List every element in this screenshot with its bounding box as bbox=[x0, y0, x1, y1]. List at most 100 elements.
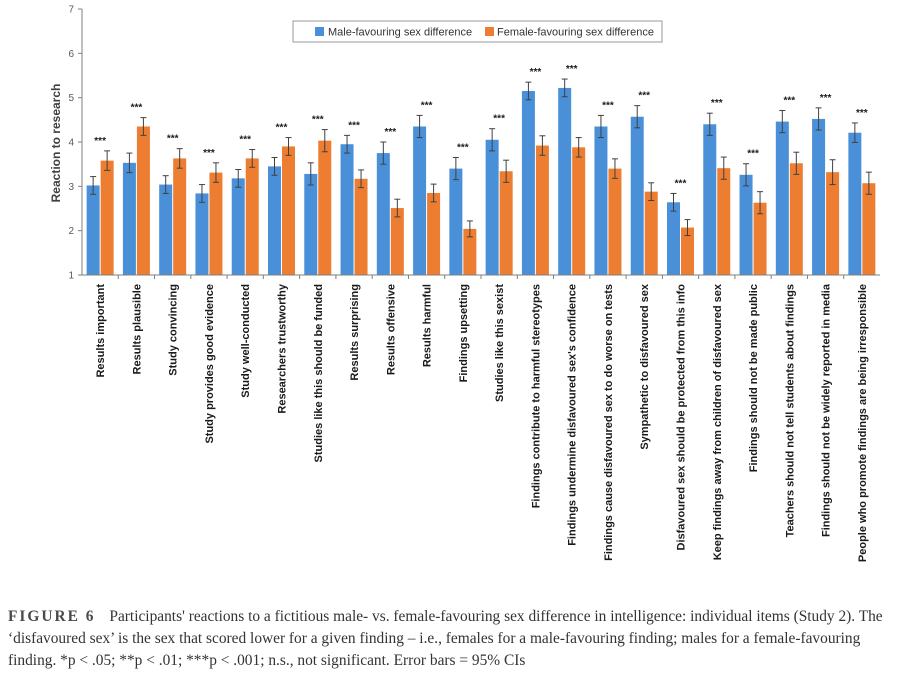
x-tick-label: Results important bbox=[95, 284, 107, 378]
bar-male-5 bbox=[268, 166, 281, 275]
significance-label: *** bbox=[384, 127, 396, 138]
x-tick-label: Study convincing bbox=[168, 284, 180, 376]
caption-label: FIGURE 6 bbox=[8, 608, 96, 625]
bar-male-4 bbox=[231, 178, 245, 275]
bar-female-10 bbox=[463, 228, 477, 275]
bar-female-12 bbox=[535, 145, 549, 275]
bar-female-2 bbox=[173, 158, 187, 275]
significance-label: *** bbox=[348, 120, 360, 131]
bar-male-12 bbox=[521, 91, 535, 276]
significance-label: *** bbox=[457, 143, 469, 154]
bar-male-3 bbox=[195, 193, 209, 275]
x-tick-label: Findings cause disfavoured sex to do wor… bbox=[603, 284, 615, 561]
x-tick-label: Results harmful bbox=[422, 284, 434, 367]
x-tick-label: Researchers trustworthy bbox=[277, 283, 289, 413]
bar-female-1 bbox=[136, 126, 150, 275]
significance-label: *** bbox=[856, 108, 868, 119]
x-tick-label: Findings upsetting bbox=[458, 284, 470, 382]
bar-male-19 bbox=[775, 121, 789, 276]
x-tick-label: Results plausible bbox=[131, 284, 143, 374]
bar-male-14 bbox=[594, 126, 608, 275]
y-tick-label: 5 bbox=[68, 93, 74, 104]
bar-male-21 bbox=[848, 132, 862, 275]
bar-female-14 bbox=[608, 168, 622, 275]
x-tick-label: Disfavoured sex should be protected from… bbox=[676, 284, 688, 551]
bar-male-18 bbox=[739, 174, 753, 275]
bar-male-10 bbox=[449, 168, 463, 275]
x-tick-label: Findings should not be made public bbox=[748, 284, 760, 472]
figure-caption: FIGURE 6 Participants' reactions to a fic… bbox=[8, 606, 898, 672]
bar-male-15 bbox=[630, 116, 644, 275]
bar-female-19 bbox=[789, 163, 803, 275]
x-tick-label: Results surprising bbox=[349, 284, 361, 381]
bar-female-20 bbox=[826, 172, 840, 275]
bar-male-1 bbox=[122, 162, 136, 275]
bar-male-13 bbox=[558, 87, 572, 275]
significance-label: *** bbox=[675, 178, 687, 189]
x-tick-label: Study provides good evidence bbox=[204, 284, 216, 444]
bar-male-7 bbox=[340, 144, 354, 275]
x-tick-label: Keep findings away from children of disf… bbox=[712, 283, 724, 560]
significance-label: *** bbox=[131, 103, 143, 114]
significance-label: *** bbox=[530, 67, 542, 78]
bar-male-8 bbox=[376, 153, 390, 275]
legend-label-male: Male-favouring sex difference bbox=[328, 27, 472, 39]
significance-label: *** bbox=[747, 149, 759, 160]
bar-female-11 bbox=[499, 171, 513, 275]
significance-label: *** bbox=[820, 93, 832, 104]
bar-male-6 bbox=[304, 173, 318, 275]
bar-male-17 bbox=[703, 124, 717, 276]
bar-female-15 bbox=[644, 191, 658, 275]
significance-label: *** bbox=[276, 123, 288, 134]
bar-female-13 bbox=[572, 147, 586, 275]
significance-label: *** bbox=[203, 148, 215, 159]
legend-swatch-female bbox=[485, 27, 494, 36]
bars bbox=[86, 87, 876, 276]
bar-female-9 bbox=[427, 192, 441, 275]
bar-female-4 bbox=[245, 158, 259, 275]
bar-female-7 bbox=[354, 178, 368, 275]
bar-female-21 bbox=[862, 183, 876, 275]
significance-label: *** bbox=[421, 100, 433, 111]
x-tick-label: Findings undermine disfavoured sex's con… bbox=[567, 284, 579, 546]
x-tick-label: Findings contribute to harmful stereotyp… bbox=[530, 284, 542, 508]
axes bbox=[78, 8, 880, 279]
caption-text: Participants' reactions to a fictitious … bbox=[8, 608, 883, 669]
significance-label: *** bbox=[493, 114, 505, 125]
significance-label: *** bbox=[566, 64, 578, 75]
bar-male-2 bbox=[159, 184, 173, 275]
x-tick-label: Results offensive bbox=[385, 284, 397, 375]
x-tick-label: Study well-conducted bbox=[240, 284, 252, 398]
chart: *** *** *** *** *** *** *** *** *** *** *** *** *** *… bbox=[49, 5, 880, 562]
legend-swatch-male bbox=[315, 27, 324, 36]
x-tick-label: Findings should not be widely reported i… bbox=[821, 283, 833, 537]
bar-female-18 bbox=[753, 202, 767, 275]
x-tick-labels: Results important Results plausible Study … bbox=[95, 283, 869, 562]
error-bars bbox=[90, 78, 872, 238]
bar-female-5 bbox=[282, 146, 295, 275]
bar-female-6 bbox=[318, 140, 332, 275]
significance-label: *** bbox=[239, 135, 251, 146]
y-tick-label: 1 bbox=[68, 271, 74, 282]
legend-label-female: Female-favouring sex difference bbox=[497, 27, 654, 39]
significance-label: *** bbox=[94, 136, 106, 147]
bar-female-8 bbox=[390, 208, 404, 275]
bar-female-17 bbox=[717, 168, 731, 275]
x-tick-label: Sympathetic to disfavoured sex bbox=[639, 283, 651, 450]
bar-male-9 bbox=[413, 126, 427, 275]
significance-label: *** bbox=[602, 100, 614, 111]
bar-male-11 bbox=[485, 139, 499, 275]
x-tick-label: Studies like this sexist bbox=[494, 284, 506, 402]
significance-label: *** bbox=[711, 98, 723, 109]
significance-label: *** bbox=[638, 91, 650, 102]
legend: Male-favouring sex difference Female-fav… bbox=[292, 20, 663, 43]
significance-label: *** bbox=[783, 96, 795, 107]
bar-female-3 bbox=[209, 172, 223, 275]
bar-male-16 bbox=[667, 202, 680, 275]
bar-female-16 bbox=[681, 227, 694, 275]
y-tick-label: 2 bbox=[68, 226, 74, 237]
bar-female-0 bbox=[100, 160, 114, 275]
x-tick-label: Teachers should not tell students about … bbox=[784, 284, 796, 537]
bar-male-0 bbox=[86, 185, 100, 275]
significance-label: *** bbox=[312, 115, 324, 126]
